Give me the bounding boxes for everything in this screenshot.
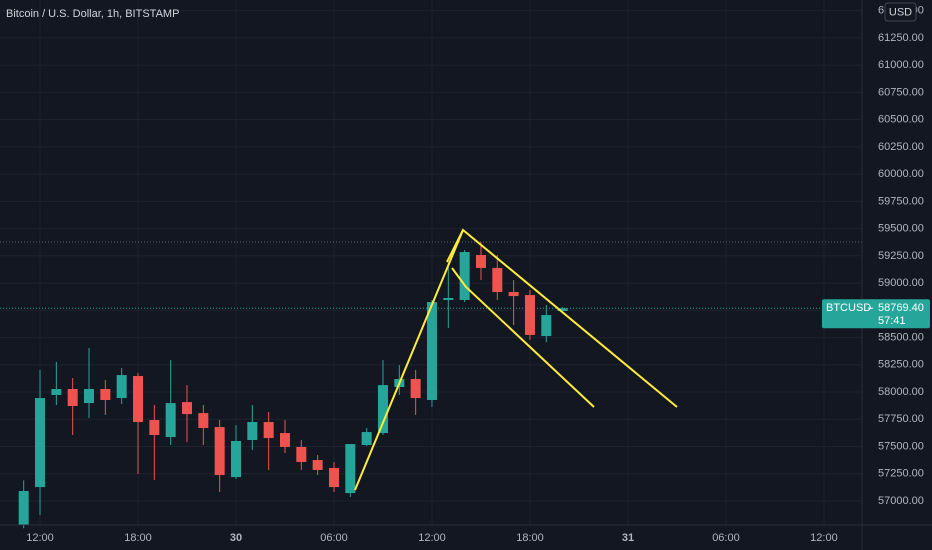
- y-tick-label: 59750.00: [878, 195, 924, 207]
- candle-body: [67, 389, 78, 407]
- candle-body: [541, 315, 552, 337]
- y-tick-label: 60250.00: [878, 141, 924, 153]
- candle-body: [524, 295, 535, 335]
- candle-body: [361, 432, 372, 446]
- candle-body: [426, 302, 437, 401]
- y-tick-label: 61000.00: [878, 59, 924, 71]
- candle-body: [557, 308, 568, 311]
- candle-body: [182, 402, 193, 415]
- y-tick-label: 60750.00: [878, 86, 924, 98]
- x-tick-label: 06:00: [320, 532, 348, 544]
- trend-line: [446, 229, 464, 263]
- candle-body: [475, 254, 486, 268]
- y-tick-label: 57500.00: [878, 440, 924, 452]
- y-tick-label: 57250.00: [878, 468, 924, 480]
- drawing-pattern: [354, 228, 678, 491]
- trend-line: [451, 267, 595, 408]
- x-tick-label: 18:00: [124, 532, 152, 544]
- candle-body: [410, 378, 421, 399]
- candle-body: [116, 375, 127, 399]
- countdown-label: 57:41: [878, 315, 906, 327]
- currency-label[interactable]: USD: [889, 6, 912, 18]
- y-tick-label: 58500.00: [878, 331, 924, 343]
- candle-body: [214, 427, 225, 475]
- candle-body: [198, 413, 209, 429]
- y-tick-label: 57000.00: [878, 495, 924, 507]
- candle-body: [18, 491, 29, 525]
- candle-body: [377, 385, 388, 434]
- y-tick-label: 60500.00: [878, 114, 924, 126]
- y-tick-label: 59000.00: [878, 277, 924, 289]
- last-price-badge: [822, 299, 930, 329]
- candle-body: [247, 422, 258, 441]
- last-price-label: 58769.40: [878, 302, 924, 314]
- axes: 57000.00 57250.00 57500.00 57750.00 58000.00…: [26, 5, 930, 544]
- x-tick-label: 18:00: [516, 532, 544, 544]
- currency-button[interactable]: [884, 2, 917, 22]
- chart-title: Bitcoin / U.S. Dollar, 1h, BITSTAMP: [6, 8, 179, 20]
- x-tick-label: 30: [230, 532, 242, 544]
- candle-body: [51, 389, 62, 396]
- y-tick-label: 61250.00: [878, 32, 924, 44]
- candle-body: [263, 422, 274, 439]
- x-tick-label: 12:00: [26, 532, 54, 544]
- y-tick-label: 60000.00: [878, 168, 924, 180]
- candle-body: [230, 440, 241, 478]
- candle-body: [35, 398, 46, 488]
- candle-body: [508, 292, 519, 297]
- candle-body: [165, 403, 176, 438]
- candle-body: [345, 444, 356, 494]
- candle-body: [328, 468, 339, 488]
- y-tick-label: 58250.00: [878, 359, 924, 371]
- y-tick-label: 57750.00: [878, 413, 924, 425]
- candle-body: [149, 420, 160, 435]
- y-tick-label: 59250.00: [878, 250, 924, 262]
- candle-body: [296, 446, 307, 463]
- candle-body: [84, 389, 95, 404]
- candle-body: [100, 389, 111, 401]
- y-tick-label: 59500.00: [878, 223, 924, 235]
- symbol-label: BTCUSD: [826, 302, 871, 314]
- candle-body: [492, 267, 503, 293]
- candle-body: [133, 376, 144, 423]
- x-tick-label: 12:00: [810, 532, 838, 544]
- candle-body: [312, 460, 323, 470]
- candles: [18, 242, 568, 529]
- candle-body: [443, 298, 454, 300]
- candle-body: [279, 433, 290, 447]
- x-tick-label: 12:00: [418, 532, 446, 544]
- candle-body: [459, 252, 470, 300]
- x-tick-label: 31: [622, 532, 634, 544]
- x-tick-label: 06:00: [712, 532, 740, 544]
- y-tick-label: 58000.00: [878, 386, 924, 398]
